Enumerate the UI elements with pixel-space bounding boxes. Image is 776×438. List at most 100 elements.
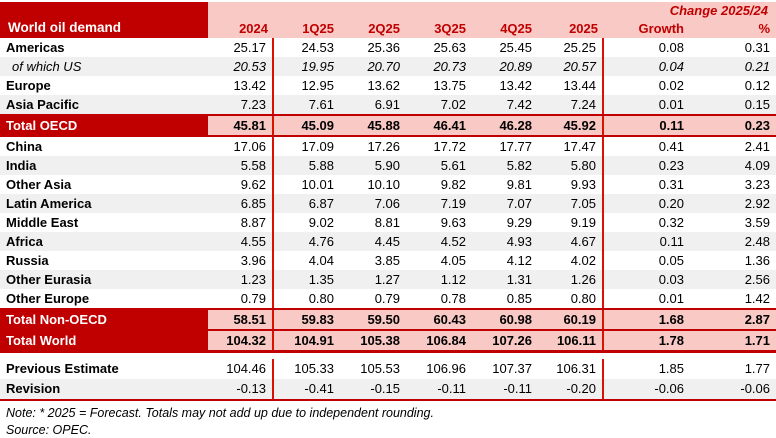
- row-label: Other Eurasia: [6, 272, 92, 287]
- table-row: Americas 25.17 24.53 25.36 25.63 25.45 25.25 0.…: [0, 38, 776, 57]
- cell-value: 8.81: [374, 215, 400, 230]
- row-label: Africa: [6, 234, 43, 249]
- change-header: Change 2025/24: [669, 3, 768, 18]
- cell-value: 1.42: [744, 291, 770, 306]
- cell-value: 0.79: [374, 291, 400, 306]
- cell-value: 7.24: [538, 95, 604, 114]
- row-label: China: [6, 139, 43, 154]
- cell-value: 59.50: [367, 312, 400, 327]
- cell-value: 4.04: [308, 253, 334, 268]
- source-line: Source: OPEC.: [6, 423, 92, 437]
- table-row: Africa 4.55 4.76 4.45 4.52 4.93 4.67 0.11 2.48: [0, 232, 776, 251]
- cell-value: 0.08: [658, 40, 684, 55]
- row-label: India: [6, 158, 37, 173]
- row-label: Revision: [6, 381, 61, 396]
- cell-value: 5.88: [308, 158, 334, 173]
- cell-value: 0.11: [659, 234, 684, 249]
- cell-value: 0.31: [658, 177, 684, 192]
- table-row: Other Europe 0.79 0.80 0.79 0.78 0.85 0.80 0.01…: [0, 289, 776, 308]
- cell-value: 9.62: [208, 175, 274, 194]
- column-header--: %: [758, 21, 770, 36]
- cell-value: 20.57: [538, 57, 604, 76]
- column-header-1q25: 1Q25: [302, 21, 334, 36]
- cell-value: -0.06: [654, 381, 684, 396]
- cell-value: 25.36: [367, 40, 400, 55]
- cell-value: 17.09: [301, 139, 334, 154]
- cell-value: 2.41: [744, 139, 770, 154]
- cell-value: 106.96: [426, 361, 466, 376]
- cell-value: 7.06: [374, 196, 400, 211]
- cell-value: 1.78: [658, 333, 684, 348]
- note-line: Note: * 2025 = Forecast. Totals may not …: [6, 406, 434, 420]
- cell-value: 7.19: [440, 196, 466, 211]
- cell-value: 1.68: [658, 312, 684, 327]
- cell-value: 0.21: [744, 59, 770, 74]
- cell-value: 9.81: [506, 177, 532, 192]
- row-label: Total Non-OECD: [0, 310, 208, 329]
- cell-value: 9.82: [440, 177, 466, 192]
- table-row: Previous Estimate 104.46 105.33 105.53 106.9…: [0, 359, 776, 379]
- cell-value: 45.81: [208, 116, 274, 135]
- cell-value: 17.77: [499, 139, 532, 154]
- cell-value: 59.83: [301, 312, 334, 327]
- cell-value: 20.89: [499, 59, 532, 74]
- row-label: of which US: [12, 59, 82, 74]
- cell-value: 25.17: [208, 38, 274, 57]
- cell-value: 60.19: [538, 310, 604, 329]
- cell-value: 0.80: [308, 291, 334, 306]
- cell-value: 4.02: [538, 251, 604, 270]
- cell-value: 2.48: [744, 234, 770, 249]
- cell-value: 3.59: [744, 215, 770, 230]
- cell-value: -0.41: [304, 381, 334, 396]
- cell-value: 1.77: [744, 361, 770, 376]
- cell-value: 7.23: [208, 95, 274, 114]
- table-row: Total OECD 45.81 45.09 45.88 46.41 46.28 45.92…: [0, 114, 776, 137]
- cell-value: 4.09: [744, 158, 770, 173]
- column-header-4q25: 4Q25: [500, 21, 532, 36]
- cell-value: 13.42: [208, 76, 274, 95]
- cell-value: 4.67: [538, 232, 604, 251]
- cell-value: 0.01: [658, 97, 684, 112]
- cell-value: 4.52: [440, 234, 466, 249]
- cell-value: 0.03: [658, 272, 684, 287]
- cell-value: 17.26: [367, 139, 400, 154]
- cell-value: -0.11: [437, 381, 466, 396]
- cell-value: 6.87: [308, 196, 334, 211]
- cell-value: 104.91: [294, 333, 334, 348]
- cell-value: 7.07: [506, 196, 532, 211]
- cell-value: 17.47: [538, 137, 604, 156]
- table-row: Russia 3.96 4.04 3.85 4.05 4.12 4.02 0.05 1.36: [0, 251, 776, 270]
- cell-value: 0.05: [658, 253, 684, 268]
- cell-value: 0.78: [440, 291, 466, 306]
- cell-value: 0.11: [659, 118, 684, 133]
- cell-value: 4.55: [208, 232, 274, 251]
- cell-value: 106.31: [538, 359, 604, 379]
- table-row: Asia Pacific 7.23 7.61 6.91 7.02 7.42 7.24 0.01…: [0, 95, 776, 114]
- cell-value: 10.01: [301, 177, 334, 192]
- column-header-2024: 2024: [239, 21, 268, 36]
- cell-value: 4.12: [506, 253, 532, 268]
- cell-value: 0.41: [658, 139, 684, 154]
- cell-value: 17.72: [433, 139, 466, 154]
- cell-value: 4.05: [440, 253, 466, 268]
- cell-value: 1.36: [744, 253, 770, 268]
- cell-value: 13.75: [433, 78, 466, 93]
- cell-value: 0.20: [658, 196, 684, 211]
- cell-value: -0.20: [538, 379, 604, 399]
- cell-value: 5.80: [538, 156, 604, 175]
- cell-value: -0.13: [208, 379, 274, 399]
- table-body: Americas 25.17 24.53 25.36 25.63 25.45 25.25 0.…: [0, 38, 776, 353]
- table-row: Middle East 8.87 9.02 8.81 9.63 9.29 9.19 0.32 3…: [0, 213, 776, 232]
- cell-value: 9.19: [538, 213, 604, 232]
- cell-value: 107.26: [492, 333, 532, 348]
- cell-value: 7.05: [538, 194, 604, 213]
- cell-value: 0.12: [744, 78, 770, 93]
- cell-value: 4.45: [374, 234, 400, 249]
- column-header-2025: 2025: [569, 21, 598, 36]
- table-footer: Previous Estimate 104.46 105.33 105.53 106.9…: [0, 359, 776, 401]
- column-header-2q25: 2Q25: [368, 21, 400, 36]
- cell-value: 0.79: [208, 289, 274, 308]
- table-row: Other Asia 9.62 10.01 10.10 9.82 9.81 9.93 0.31…: [0, 175, 776, 194]
- cell-value: 0.85: [506, 291, 532, 306]
